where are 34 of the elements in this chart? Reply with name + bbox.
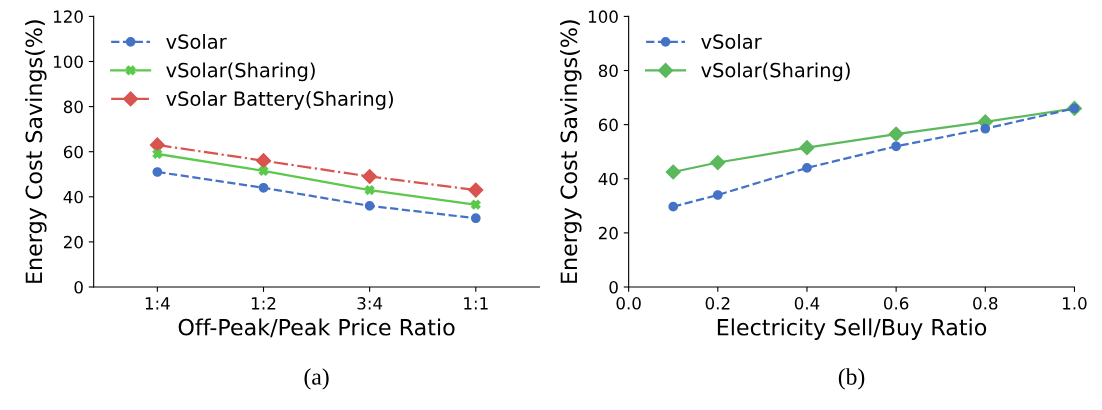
x-tick-label: 1:1 (464, 297, 488, 310)
y-tick-label: 80 (63, 100, 83, 114)
y-tick-label: 80 (598, 64, 618, 78)
y-tick-label: 40 (63, 190, 83, 204)
text: (a) (304, 368, 329, 390)
y-tick-label: 100 (588, 10, 618, 23)
x-tick-label: 0.4 (794, 297, 820, 310)
text: (b) (838, 368, 865, 390)
y-tick-label: 40 (598, 172, 618, 186)
y-tick-label: 120 (53, 10, 83, 23)
y-tick-label: 60 (598, 118, 618, 132)
x-tick-label: 0.6 (883, 297, 909, 310)
y-axis-title: Energy Cost Savings(%) (560, 20, 582, 283)
y-tick-label: 20 (598, 226, 618, 240)
legend-label: vSolar(Sharing) (166, 62, 315, 82)
x-tick-label: 1:4 (145, 297, 170, 310)
x-tick-label: 1.0 (1063, 297, 1087, 310)
x-tick-label: 0.2 (705, 297, 730, 310)
x-tick-label: 3:4 (357, 297, 383, 310)
legend-label: vSolar(Sharing) (701, 62, 850, 82)
x-tick-label: 1:2 (251, 297, 276, 310)
x-tick-label: 0.0 (616, 297, 641, 310)
y-tick-label: 0 (74, 280, 83, 294)
legend-label: vSolar Battery(Sharing) (166, 90, 393, 110)
x-axis-title: Electricity Sell/Buy Ratio (717, 318, 987, 340)
legend-label: vSolar (166, 33, 227, 49)
y-tick-label: 20 (63, 235, 83, 249)
y-tick-label: 100 (53, 55, 83, 69)
y-tick-label: 60 (63, 145, 83, 159)
x-tick-label: 0.8 (973, 297, 998, 310)
x-axis-title: Off-Peak/Peak Price Ratio (178, 318, 455, 338)
y-axis-title: Energy Cost Savings(%) (25, 20, 47, 283)
y-tick-label: 0 (609, 280, 618, 294)
legend-label: vSolar (701, 33, 762, 49)
